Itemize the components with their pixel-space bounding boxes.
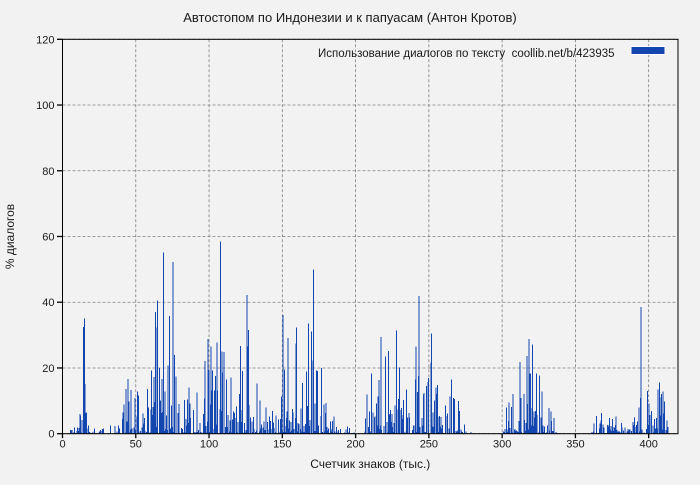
svg-text:20: 20	[42, 363, 54, 375]
svg-text:200: 200	[346, 439, 364, 451]
svg-text:250: 250	[420, 439, 438, 451]
svg-text:100: 100	[200, 439, 218, 451]
svg-text:0: 0	[59, 439, 65, 451]
svg-text:Использование диалогов по текс: Использование диалогов по тексту coollib…	[318, 48, 615, 60]
svg-text:80: 80	[42, 166, 54, 178]
svg-text:150: 150	[273, 439, 291, 451]
svg-text:350: 350	[566, 439, 584, 451]
svg-text:0: 0	[48, 429, 54, 441]
svg-text:400: 400	[640, 439, 658, 451]
svg-text:Автостопом по Индонезии и к па: Автостопом по Индонезии и к папуасам (Ан…	[183, 10, 517, 25]
svg-text:40: 40	[42, 297, 54, 309]
svg-text:100: 100	[36, 100, 54, 112]
svg-text:120: 120	[36, 34, 54, 46]
svg-text:60: 60	[42, 232, 54, 244]
svg-text:Счетчик знаков (тыс.): Счетчик знаков (тыс.)	[310, 457, 430, 471]
svg-text:% диалогов: % диалогов	[3, 204, 17, 269]
svg-text:300: 300	[493, 439, 511, 451]
svg-text:50: 50	[130, 439, 142, 451]
